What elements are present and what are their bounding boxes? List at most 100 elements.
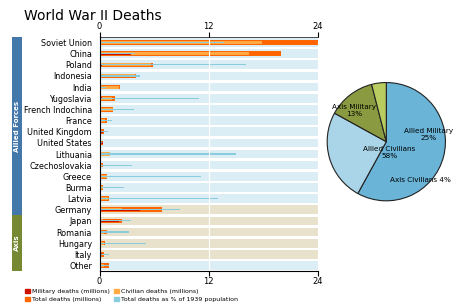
Bar <box>100 187 124 188</box>
Bar <box>100 153 236 155</box>
Bar <box>100 128 318 136</box>
Wedge shape <box>358 83 446 201</box>
Text: Allied Civilians
58%: Allied Civilians 58% <box>363 146 415 159</box>
Bar <box>100 38 318 47</box>
Bar <box>100 254 109 255</box>
Text: Axis Civilians 4%: Axis Civilians 4% <box>390 177 451 183</box>
Bar <box>100 261 318 270</box>
Bar <box>100 87 106 88</box>
Bar <box>100 183 318 192</box>
Bar <box>100 142 102 144</box>
Bar <box>100 152 110 156</box>
Bar <box>100 49 318 58</box>
Wedge shape <box>372 83 386 142</box>
Bar <box>100 161 318 169</box>
Bar <box>100 97 112 100</box>
Wedge shape <box>327 113 386 193</box>
Wedge shape <box>335 84 386 142</box>
Bar <box>100 264 104 267</box>
Bar <box>100 220 118 222</box>
Bar <box>100 152 110 156</box>
Bar <box>100 72 318 80</box>
Bar <box>100 140 103 145</box>
Text: Axis Military
13%: Axis Military 13% <box>332 104 376 117</box>
Text: Axis: Axis <box>14 235 20 252</box>
Bar <box>100 139 318 147</box>
Bar <box>100 107 113 112</box>
Bar <box>100 64 102 66</box>
Bar <box>100 116 318 125</box>
Bar <box>100 250 318 259</box>
Bar <box>100 220 131 221</box>
Bar <box>100 186 103 189</box>
Bar <box>100 172 318 180</box>
Bar <box>100 265 104 266</box>
Bar <box>100 96 115 100</box>
Bar <box>100 150 318 158</box>
Bar <box>100 60 318 69</box>
Bar <box>100 74 136 78</box>
Text: World War II Deaths: World War II Deaths <box>24 9 161 23</box>
Bar <box>100 230 104 233</box>
Bar <box>100 118 107 123</box>
Bar <box>100 131 108 132</box>
Bar <box>100 209 181 210</box>
Legend: Military deaths (millions), Total deaths (millions), Civilian deaths (millions),: Military deaths (millions), Total deaths… <box>22 286 241 305</box>
Bar <box>100 86 118 89</box>
Bar <box>100 198 218 199</box>
Bar <box>100 253 102 255</box>
Bar <box>100 94 318 103</box>
Bar <box>100 217 318 225</box>
Bar <box>100 98 199 99</box>
Bar <box>100 51 281 56</box>
Bar <box>100 109 134 110</box>
Bar <box>100 176 201 177</box>
Bar <box>100 252 104 257</box>
Bar <box>100 164 132 166</box>
Bar <box>100 242 104 245</box>
Bar <box>100 75 136 78</box>
Bar <box>100 231 102 233</box>
Bar <box>100 164 102 167</box>
Bar <box>100 63 153 67</box>
Bar <box>100 142 103 144</box>
Bar <box>100 208 122 211</box>
Bar <box>100 42 224 43</box>
Bar <box>100 129 104 134</box>
Bar <box>100 194 318 203</box>
Bar <box>100 208 162 212</box>
Bar <box>100 185 103 190</box>
Bar <box>100 131 103 133</box>
Bar <box>100 219 122 223</box>
Text: Allied Forces: Allied Forces <box>14 101 20 152</box>
Bar <box>100 209 139 211</box>
Bar <box>100 41 262 44</box>
Bar <box>100 228 318 236</box>
Text: Allied Military
25%: Allied Military 25% <box>404 128 454 141</box>
Bar <box>100 219 103 222</box>
Bar <box>100 241 105 245</box>
Bar <box>100 53 131 55</box>
Bar <box>100 231 128 233</box>
Bar <box>100 197 109 200</box>
Bar <box>100 174 107 179</box>
Bar <box>100 243 146 244</box>
Bar <box>100 265 109 266</box>
Bar <box>100 63 151 66</box>
Bar <box>100 175 107 178</box>
Bar <box>100 196 109 201</box>
Bar <box>100 83 318 91</box>
Bar <box>100 108 113 111</box>
Bar <box>100 253 101 256</box>
Bar <box>100 52 249 55</box>
Bar <box>100 263 109 268</box>
Bar <box>100 97 102 99</box>
Bar <box>100 75 140 77</box>
Bar <box>100 85 119 89</box>
Bar <box>100 230 107 234</box>
Bar <box>100 163 103 168</box>
Bar <box>100 105 318 114</box>
Bar <box>100 119 105 122</box>
Bar <box>100 205 318 214</box>
Bar <box>100 42 179 43</box>
